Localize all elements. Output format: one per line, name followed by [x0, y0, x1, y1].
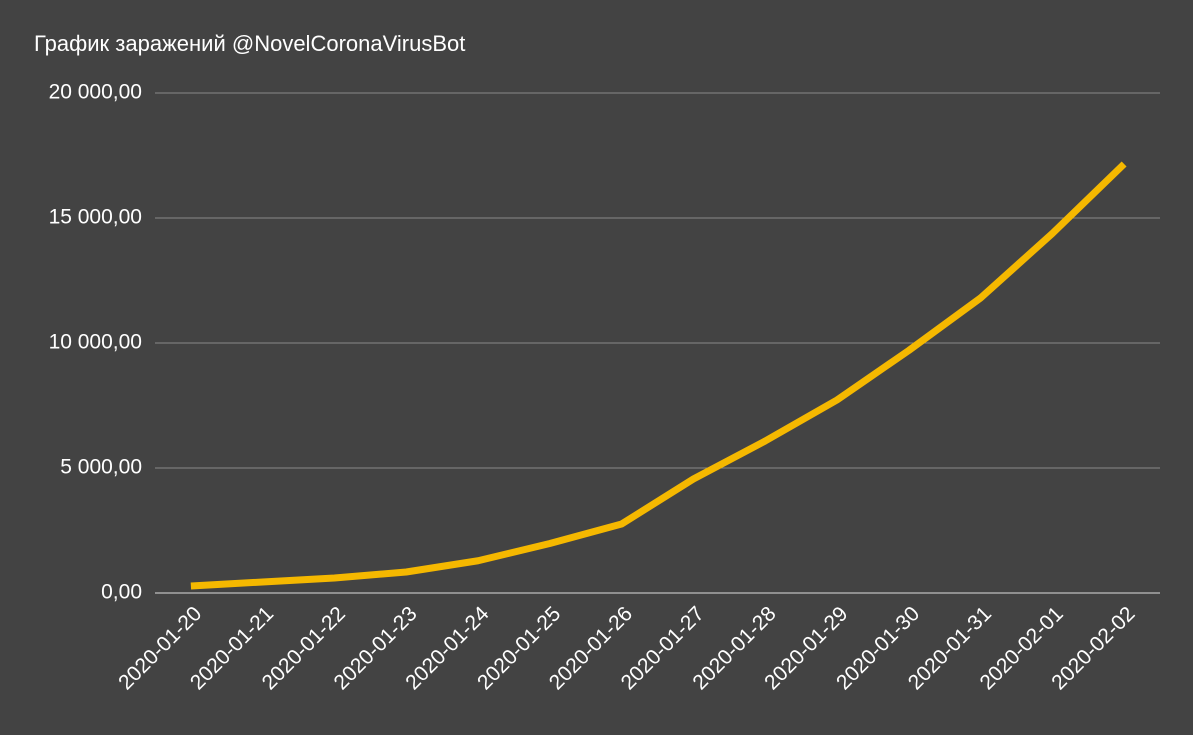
y-tick-label: 15 000,00 — [49, 206, 142, 229]
y-tick-label: 0,00 — [101, 581, 142, 604]
y-tick-label: 20 000,00 — [49, 81, 142, 104]
data-line — [190, 161, 1127, 590]
y-tick-label: 10 000,00 — [49, 331, 142, 354]
y-tick-label: 5 000,00 — [60, 456, 142, 479]
chart-title: График заражений @NovelCoronaVirusBot — [34, 31, 465, 56]
